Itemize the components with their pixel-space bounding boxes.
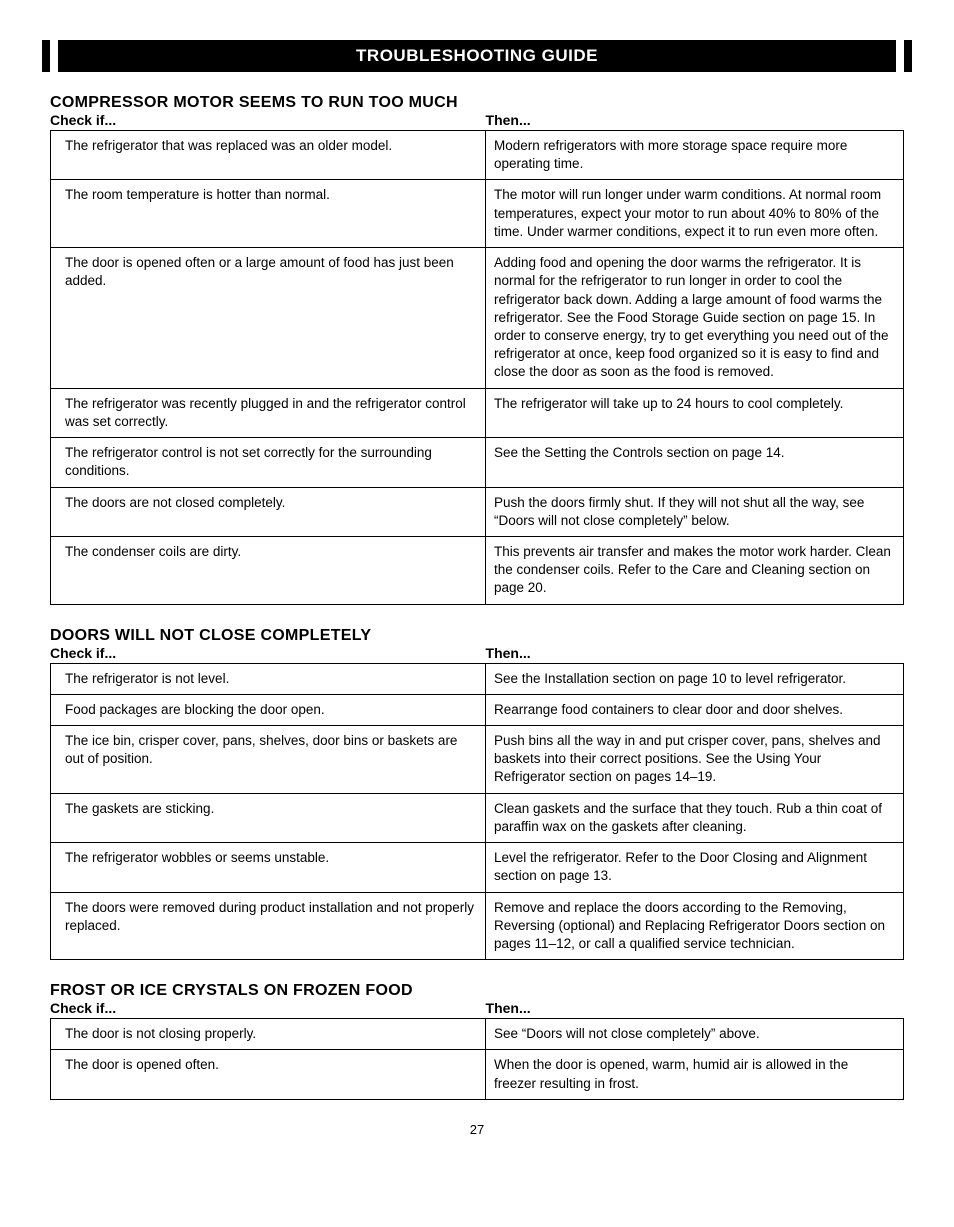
check-cell: The refrigerator was recently plugged in… — [51, 388, 486, 437]
check-cell: The door is opened often or a large amou… — [51, 248, 486, 389]
then-cell: Rearrange food containers to clear door … — [486, 694, 904, 725]
then-cell: The motor will run longer under warm con… — [486, 180, 904, 248]
then-cell: See the Setting the Controls section on … — [486, 438, 904, 487]
page-number: 27 — [50, 1122, 904, 1137]
table-row: The refrigerator control is not set corr… — [51, 438, 904, 487]
col-check-label: Check if... — [50, 112, 486, 128]
table-row: The doors are not closed completely.Push… — [51, 487, 904, 536]
then-cell: The refrigerator will take up to 24 hour… — [486, 388, 904, 437]
table-row: The door is not closing properly.See “Do… — [51, 1019, 904, 1050]
section-title: DOORS WILL NOT CLOSE COMPLETELY — [50, 627, 904, 645]
then-cell: See the Installation section on page 10 … — [486, 663, 904, 694]
check-cell: The refrigerator that was replaced was a… — [51, 131, 486, 180]
column-headers: Check if... Then... — [50, 1000, 904, 1016]
check-cell: The doors are not closed completely. — [51, 487, 486, 536]
col-check-label: Check if... — [50, 1000, 486, 1016]
table-row: The refrigerator wobbles or seems unstab… — [51, 843, 904, 892]
then-cell: Adding food and opening the door warms t… — [486, 248, 904, 389]
troubleshooting-table: The door is not closing properly.See “Do… — [50, 1018, 904, 1100]
section-title: FROST OR ICE CRYSTALS ON FROZEN FOOD — [50, 982, 904, 1000]
table-row: The ice bin, crisper cover, pans, shelve… — [51, 726, 904, 794]
check-cell: The refrigerator wobbles or seems unstab… — [51, 843, 486, 892]
then-cell: This prevents air transfer and makes the… — [486, 536, 904, 604]
check-cell: The gaskets are sticking. — [51, 793, 486, 842]
then-cell: Push the doors firmly shut. If they will… — [486, 487, 904, 536]
troubleshooting-table: The refrigerator that was replaced was a… — [50, 130, 904, 605]
table-row: The refrigerator that was replaced was a… — [51, 131, 904, 180]
check-cell: The condenser coils are dirty. — [51, 536, 486, 604]
table-row: The doors were removed during product in… — [51, 892, 904, 960]
col-then-label: Then... — [486, 112, 904, 128]
col-then-label: Then... — [486, 645, 904, 661]
then-cell: Push bins all the way in and put crisper… — [486, 726, 904, 794]
check-cell: The refrigerator is not level. — [51, 663, 486, 694]
col-check-label: Check if... — [50, 645, 486, 661]
section-title: COMPRESSOR MOTOR SEEMS TO RUN TOO MUCH — [50, 94, 904, 112]
table-row: The gaskets are sticking.Clean gaskets a… — [51, 793, 904, 842]
page-banner: TROUBLESHOOTING GUIDE — [50, 40, 904, 72]
then-cell: Remove and replace the doors according t… — [486, 892, 904, 960]
table-row: The door is opened often or a large amou… — [51, 248, 904, 389]
table-row: Food packages are blocking the door open… — [51, 694, 904, 725]
troubleshooting-table: The refrigerator is not level.See the In… — [50, 663, 904, 961]
then-cell: Modern refrigerators with more storage s… — [486, 131, 904, 180]
then-cell: See “Doors will not close completely” ab… — [486, 1019, 904, 1050]
check-cell: The door is not closing properly. — [51, 1019, 486, 1050]
table-row: The room temperature is hotter than norm… — [51, 180, 904, 248]
table-row: The condenser coils are dirty.This preve… — [51, 536, 904, 604]
check-cell: The ice bin, crisper cover, pans, shelve… — [51, 726, 486, 794]
check-cell: The refrigerator control is not set corr… — [51, 438, 486, 487]
table-row: The refrigerator was recently plugged in… — [51, 388, 904, 437]
column-headers: Check if... Then... — [50, 112, 904, 128]
check-cell: Food packages are blocking the door open… — [51, 694, 486, 725]
table-row: The door is opened often.When the door i… — [51, 1050, 904, 1099]
table-row: The refrigerator is not level.See the In… — [51, 663, 904, 694]
then-cell: Level the refrigerator. Refer to the Doo… — [486, 843, 904, 892]
check-cell: The door is opened often. — [51, 1050, 486, 1099]
then-cell: Clean gaskets and the surface that they … — [486, 793, 904, 842]
then-cell: When the door is opened, warm, humid air… — [486, 1050, 904, 1099]
column-headers: Check if... Then... — [50, 645, 904, 661]
col-then-label: Then... — [486, 1000, 904, 1016]
check-cell: The room temperature is hotter than norm… — [51, 180, 486, 248]
check-cell: The doors were removed during product in… — [51, 892, 486, 960]
